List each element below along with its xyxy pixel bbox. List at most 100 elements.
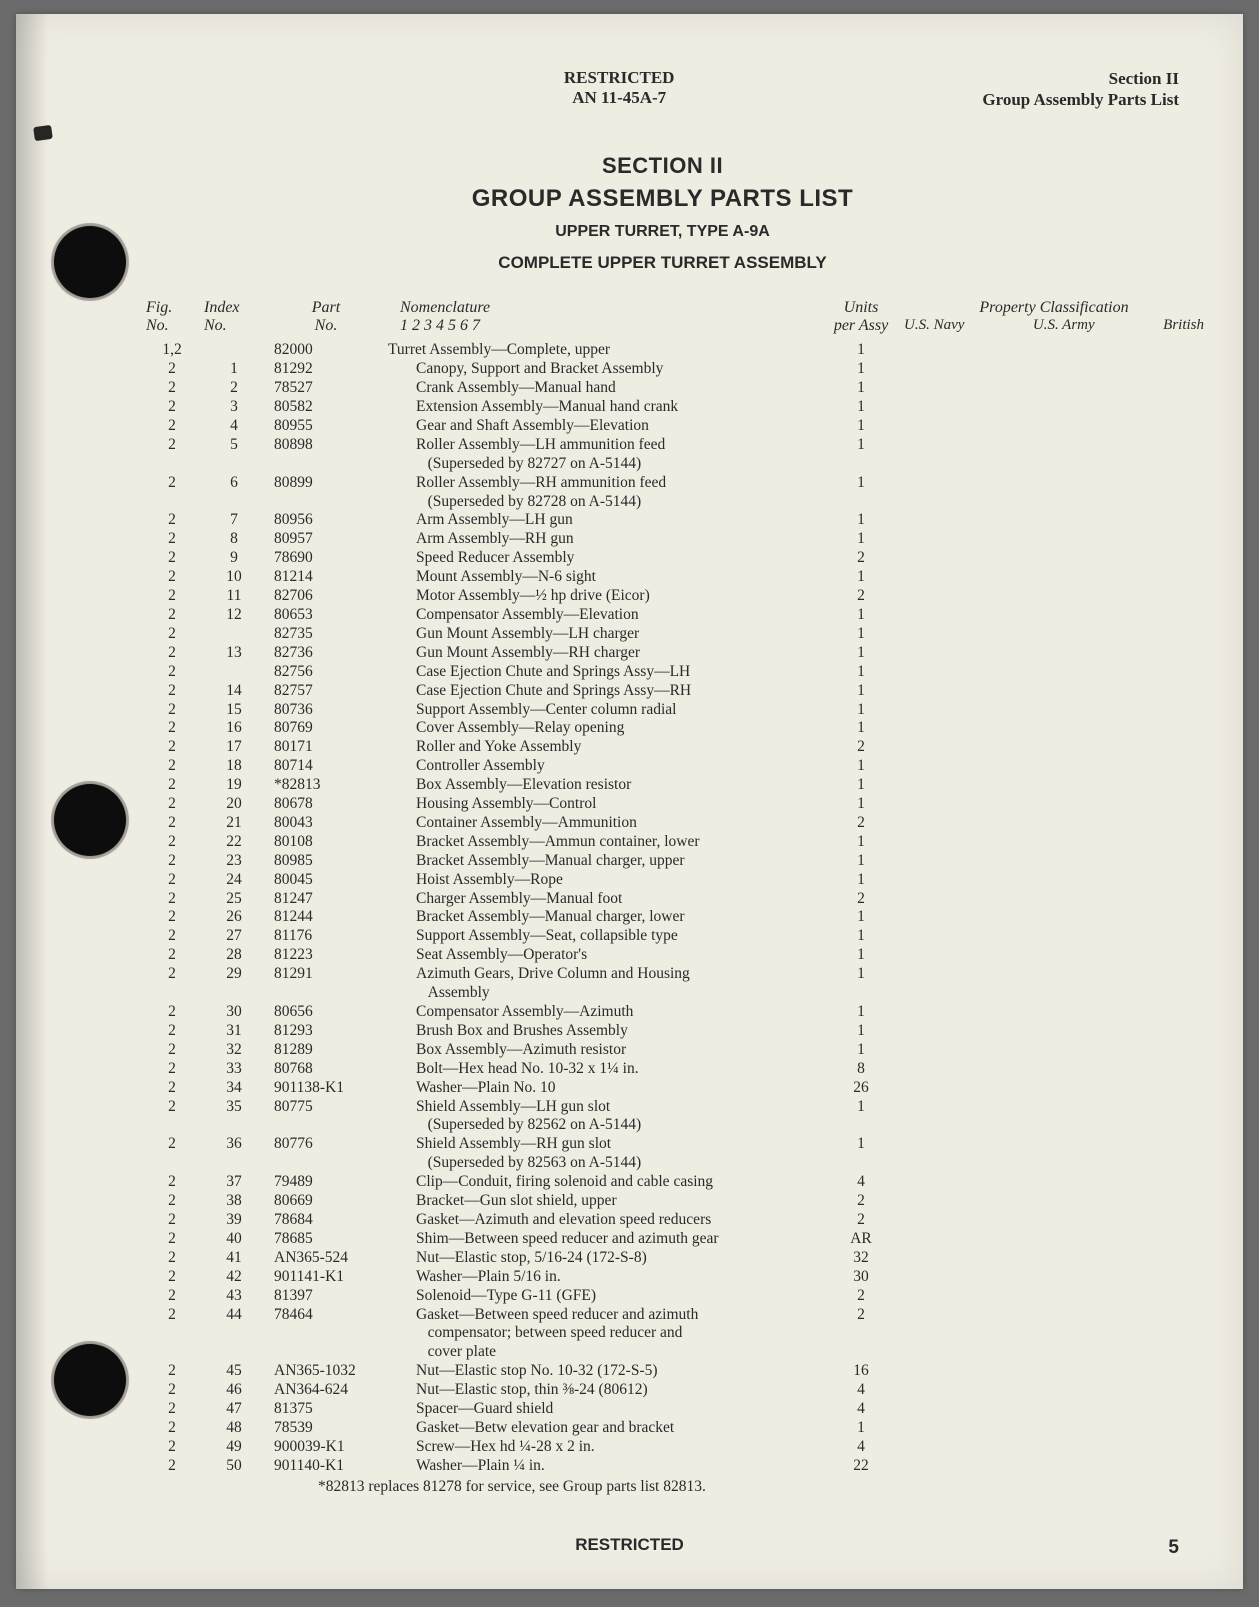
cell-property-classification xyxy=(904,587,1204,606)
manual-number: AN 11-45A-7 xyxy=(256,88,982,108)
title-sub: UPPER TURRET, TYPE A-9A xyxy=(146,223,1179,241)
cell-index-no: 10 xyxy=(204,568,264,587)
table-row: 21280653Compensator Assembly—Elevation1 xyxy=(146,606,1179,625)
cell-nomenclature: Clip—Conduit, firing solenoid and cable … xyxy=(388,1173,818,1192)
table-row: 2181292Canopy, Support and Bracket Assem… xyxy=(146,360,1179,379)
cell-property-classification xyxy=(904,1457,1204,1476)
cell-nomenclature: Gasket—Betw elevation gear and bracket xyxy=(388,1419,818,1438)
cell-part-no: 80899 xyxy=(270,474,382,512)
cell-fig-no: 2 xyxy=(146,663,198,682)
cell-fig-no: 2 xyxy=(146,1268,198,1287)
col-property: Property Classification xyxy=(904,299,1204,317)
table-row: 21482757Case Ejection Chute and Springs … xyxy=(146,682,1179,701)
table-row: 24478464Gasket—Between speed reducer and… xyxy=(146,1306,1179,1363)
cell-fig-no: 2 xyxy=(146,644,198,663)
cell-nomenclature: Support Assembly—Center column radial xyxy=(388,701,818,720)
cell-units: 8 xyxy=(824,1060,898,1079)
cell-nomenclature: Box Assembly—Elevation resistor xyxy=(388,776,818,795)
cell-units: 1 xyxy=(824,701,898,720)
cell-fig-no: 2 xyxy=(146,1173,198,1192)
cell-index-no: 17 xyxy=(204,738,264,757)
cell-property-classification xyxy=(904,549,1204,568)
cell-fig-no: 2 xyxy=(146,530,198,549)
cell-property-classification xyxy=(904,814,1204,833)
cell-index-no: 14 xyxy=(204,682,264,701)
classification-label: RESTRICTED xyxy=(256,68,982,88)
table-row: 2680899Roller Assembly—RH ammunition fee… xyxy=(146,474,1179,512)
cell-nomenclature: Nut—Elastic stop, thin ⅜-24 (80612) xyxy=(388,1381,818,1400)
table-row: 21382736Gun Mount Assembly—RH charger1 xyxy=(146,644,1179,663)
cell-units: 2 xyxy=(824,814,898,833)
page-number: 5 xyxy=(1168,1537,1179,1559)
cell-index-no: 46 xyxy=(204,1381,264,1400)
cell-units: 1 xyxy=(824,530,898,549)
cell-property-classification xyxy=(904,625,1204,644)
cell-nomenclature: Roller and Yoke Assembly xyxy=(388,738,818,757)
cell-property-classification xyxy=(904,1098,1204,1136)
table-row: 249900039-K1Screw—Hex hd ¼-28 x 2 in.4 xyxy=(146,1438,1179,1457)
cell-units: 1 xyxy=(824,436,898,474)
header-center: RESTRICTED AN 11-45A-7 xyxy=(256,68,982,108)
cell-nomenclature: Charger Assembly—Manual foot xyxy=(388,890,818,909)
cell-units: 1 xyxy=(824,568,898,587)
cell-part-no: 81292 xyxy=(270,360,382,379)
table-row: 282735Gun Mount Assembly—LH charger1 xyxy=(146,625,1179,644)
cell-units: 4 xyxy=(824,1438,898,1457)
cell-units: 1 xyxy=(824,833,898,852)
cell-fig-no: 2 xyxy=(146,946,198,965)
cell-index-no: 13 xyxy=(204,644,264,663)
cell-nomenclature: Motor Assembly—½ hp drive (Eicor) xyxy=(388,587,818,606)
column-header-row: Fig. Index Part Nomenclature Units Prope… xyxy=(146,299,1179,317)
cell-nomenclature: Mount Assembly—N-6 sight xyxy=(388,568,818,587)
cell-property-classification xyxy=(904,1230,1204,1249)
column-header: Fig. Index Part Nomenclature Units Prope… xyxy=(146,299,1179,336)
cell-units: 32 xyxy=(824,1249,898,1268)
cell-nomenclature: Support Assembly—Seat, collapsible type xyxy=(388,927,818,946)
column-header-row: No. No. No. 1 2 3 4 5 6 7 per Assy U.S. … xyxy=(146,317,1179,335)
cell-index-no: 43 xyxy=(204,1287,264,1306)
prop-british: British xyxy=(1163,317,1204,334)
cell-part-no: 81289 xyxy=(270,1041,382,1060)
table-row: 23080656Compensator Assembly—Azimuth1 xyxy=(146,1003,1179,1022)
cell-part-no: 79489 xyxy=(270,1173,382,1192)
cell-units: 1 xyxy=(824,360,898,379)
cell-units: 1 xyxy=(824,606,898,625)
table-row: 2880957Arm Assembly—RH gun1 xyxy=(146,530,1179,549)
cell-property-classification xyxy=(904,701,1204,720)
cell-index-no: 47 xyxy=(204,1400,264,1419)
table-row: 22180043Container Assembly—Ammunition2 xyxy=(146,814,1179,833)
cell-part-no: 80656 xyxy=(270,1003,382,1022)
cell-fig-no: 2 xyxy=(146,1003,198,1022)
cell-fig-no: 2 xyxy=(146,1041,198,1060)
cell-property-classification xyxy=(904,682,1204,701)
cell-part-no: AN364-624 xyxy=(270,1381,382,1400)
cell-units: 1 xyxy=(824,1022,898,1041)
cell-units: 2 xyxy=(824,1211,898,1230)
cell-fig-no: 2 xyxy=(146,682,198,701)
prop-army: U.S. Army xyxy=(1033,317,1095,334)
cell-property-classification xyxy=(904,1211,1204,1230)
cell-units: 1 xyxy=(824,663,898,682)
cell-part-no: 80653 xyxy=(270,606,382,625)
cell-nomenclature: Gun Mount Assembly—LH charger xyxy=(388,625,818,644)
cell-nomenclature: Bracket Assembly—Manual charger, upper xyxy=(388,852,818,871)
cell-index-no: 11 xyxy=(204,587,264,606)
table-row: 245AN365-1032Nut—Elastic stop No. 10-32 … xyxy=(146,1362,1179,1381)
cell-property-classification xyxy=(904,1022,1204,1041)
table-row: 21880714Controller Assembly1 xyxy=(146,757,1179,776)
cell-property-classification xyxy=(904,1079,1204,1098)
cell-property-classification xyxy=(904,663,1204,682)
cell-property-classification xyxy=(904,1135,1204,1173)
cell-property-classification xyxy=(904,776,1204,795)
cell-nomenclature: Turret Assembly—Complete, upper xyxy=(388,341,818,360)
table-row: 22681244Bracket Assembly—Manual charger,… xyxy=(146,908,1179,927)
cell-nomenclature: Bracket—Gun slot shield, upper xyxy=(388,1192,818,1211)
cell-units: 1 xyxy=(824,511,898,530)
cell-units: 1 xyxy=(824,776,898,795)
cell-property-classification xyxy=(904,606,1204,625)
cell-units: 1 xyxy=(824,871,898,890)
table-row: 23978684Gasket—Azimuth and elevation spe… xyxy=(146,1211,1179,1230)
scan-frame: RESTRICTED AN 11-45A-7 Section II Group … xyxy=(0,0,1259,1607)
cell-index-no xyxy=(204,341,264,360)
cell-part-no: 80955 xyxy=(270,417,382,436)
